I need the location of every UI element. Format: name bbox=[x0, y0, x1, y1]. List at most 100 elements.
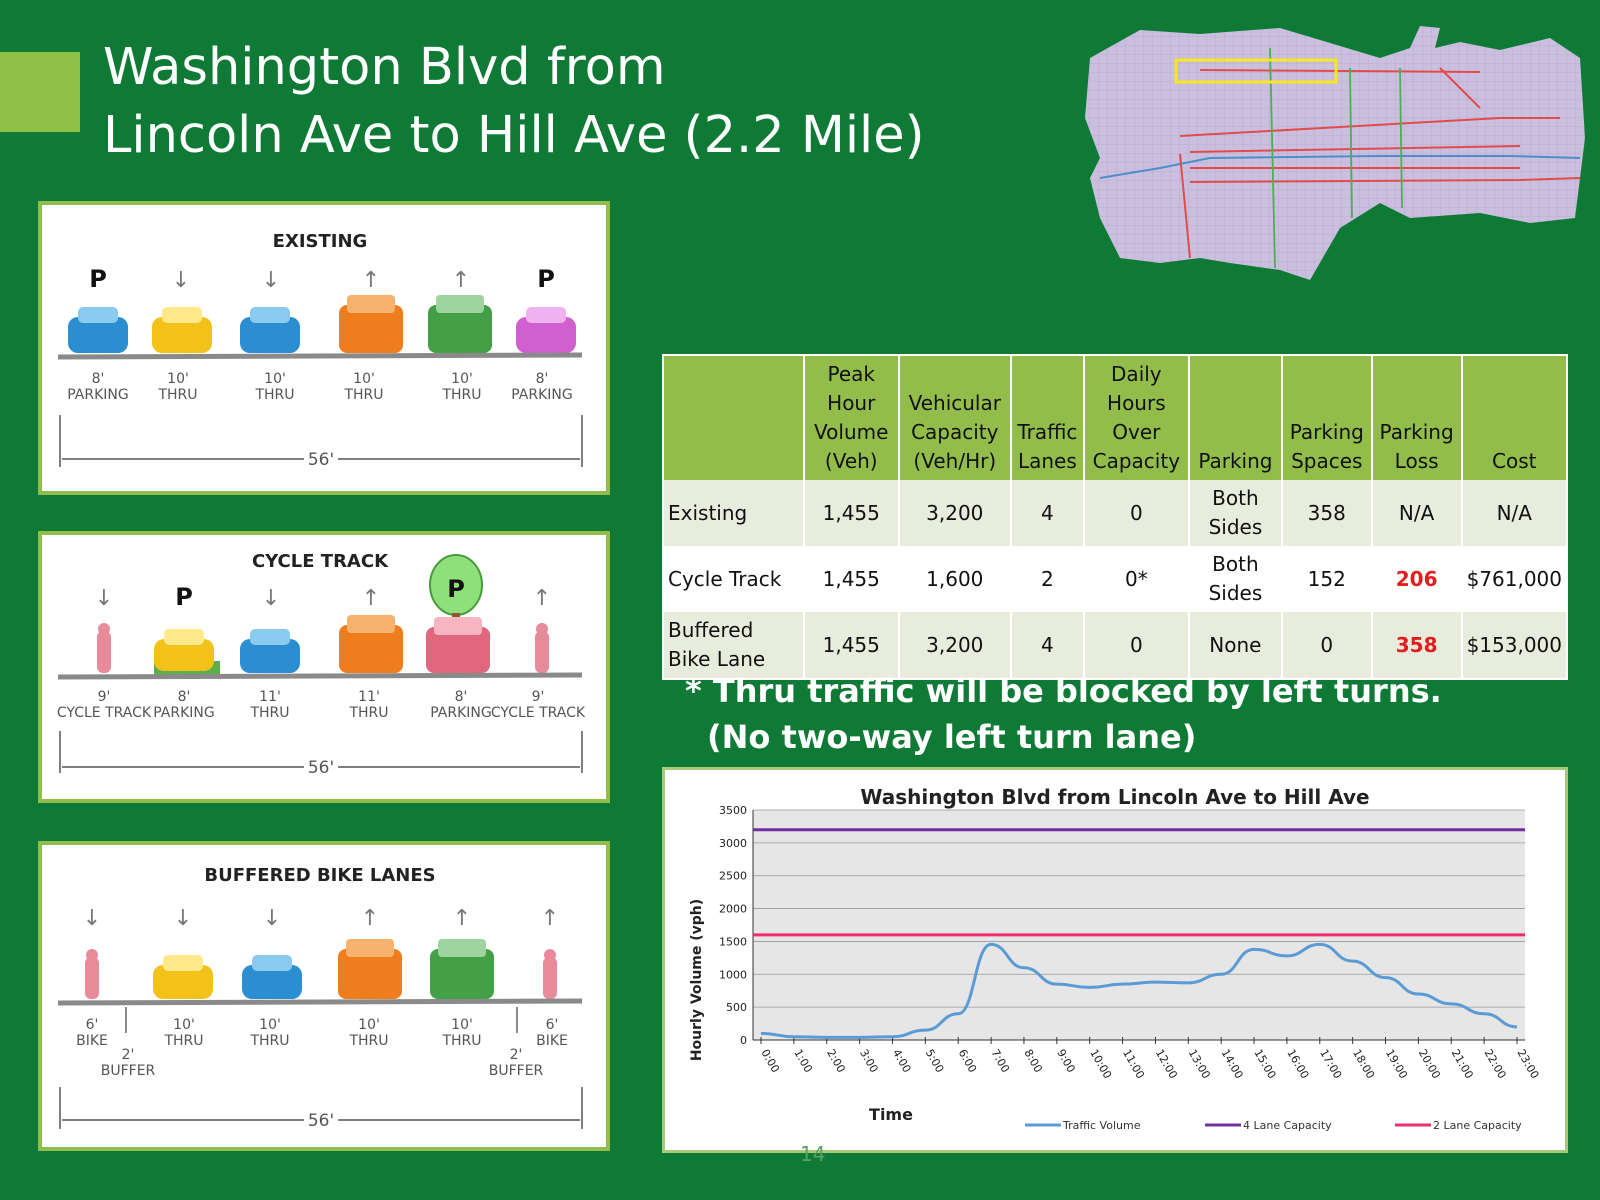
x-tick-label: 1:00 bbox=[791, 1047, 815, 1075]
buffer-type: BUFFER bbox=[489, 1063, 544, 1079]
x-tick-label: 23:00 bbox=[1514, 1047, 1541, 1081]
car-icon bbox=[153, 955, 213, 999]
lane-type: THRU bbox=[157, 387, 197, 403]
down-arrow-icon: ↓ bbox=[262, 268, 280, 293]
lane-type: CYCLE TRACK bbox=[491, 705, 586, 721]
parking-symbol: P bbox=[175, 583, 193, 611]
section-title: CYCLE TRACK bbox=[252, 551, 389, 572]
table-cell: 0 bbox=[1281, 612, 1373, 678]
table-cell: 358 bbox=[1281, 480, 1373, 546]
plot-area bbox=[753, 810, 1525, 1040]
table-cell: 152 bbox=[1281, 546, 1373, 612]
table-cell: N/A bbox=[1371, 480, 1463, 546]
up-arrow-icon: ↑ bbox=[452, 268, 470, 293]
y-tick-label: 3000 bbox=[719, 837, 747, 850]
width-dimension: 56' bbox=[59, 1087, 583, 1131]
legend: Traffic Volume 4 Lane Capacity 2 Lane Ca… bbox=[1025, 1119, 1522, 1132]
lane-width: 8' bbox=[536, 371, 549, 387]
table-cell: 4 bbox=[1011, 612, 1085, 678]
lane-width: 10' bbox=[264, 371, 286, 387]
column-header: Vehicular Capacity (Veh/Hr) bbox=[898, 356, 1013, 480]
lane-type: THRU bbox=[254, 387, 294, 403]
lane-type: PARKING bbox=[511, 387, 572, 403]
lane-width: 10' bbox=[451, 371, 473, 387]
x-tick-label: 5:00 bbox=[923, 1047, 947, 1075]
up-arrow-icon: ↑ bbox=[362, 586, 380, 611]
parking-loss-cell: 206 bbox=[1371, 546, 1463, 612]
cyclist-icon bbox=[543, 949, 557, 999]
table-cell: 4 bbox=[1011, 480, 1085, 546]
lane-width: 10' bbox=[173, 1017, 195, 1033]
car-icon bbox=[240, 629, 300, 673]
y-tick-label: 500 bbox=[726, 1001, 747, 1014]
table-cell: 3,200 bbox=[898, 480, 1013, 546]
x-tick-label: 16:00 bbox=[1284, 1047, 1311, 1081]
road-surface bbox=[57, 998, 583, 1006]
parking-loss-cell: 358 bbox=[1371, 612, 1463, 678]
section-existing: EXISTING P ↓ ↓ ↑ ↑ P 8' PARKING 10' THRU… bbox=[38, 201, 610, 495]
lane-type: THRU bbox=[441, 387, 481, 403]
title-line-1: Washington Blvd from bbox=[103, 38, 666, 97]
table-cell: Existing bbox=[664, 480, 805, 546]
table-cell: 1,455 bbox=[803, 480, 900, 546]
car-icon bbox=[516, 307, 576, 353]
car-icon bbox=[154, 629, 214, 671]
width-dimension: 56' bbox=[59, 731, 583, 778]
down-arrow-icon: ↓ bbox=[262, 586, 280, 611]
table-cell: 1,600 bbox=[898, 546, 1013, 612]
down-arrow-icon: ↓ bbox=[263, 906, 281, 931]
lane-type: CYCLE TRACK bbox=[57, 705, 152, 721]
table-cell: 2 bbox=[1011, 546, 1085, 612]
lane-width: 9' bbox=[532, 689, 545, 705]
column-header: Cost bbox=[1461, 356, 1566, 480]
lane-width: 10' bbox=[451, 1017, 473, 1033]
table-cell: Both Sides bbox=[1188, 546, 1283, 612]
footnote-line-1: * Thru traffic will be blocked by left t… bbox=[685, 672, 1442, 710]
x-tick-label: 11:00 bbox=[1120, 1047, 1147, 1081]
table-cell: Both Sides bbox=[1188, 480, 1283, 546]
section-cycle-track: CYCLE TRACK ↓ P ↓ ↑ P ↑ 9' CYCLE TRACK bbox=[38, 531, 610, 803]
column-header: Parking Spaces bbox=[1281, 356, 1373, 480]
suv-icon bbox=[339, 295, 403, 353]
lane-type: THRU bbox=[163, 1033, 203, 1049]
x-tick-label: 7:00 bbox=[988, 1047, 1012, 1075]
column-header bbox=[664, 356, 805, 480]
cyclist-icon bbox=[97, 623, 111, 673]
column-header: Traffic Lanes bbox=[1011, 356, 1085, 480]
x-tick-label: 15:00 bbox=[1251, 1047, 1278, 1081]
accent-square bbox=[0, 52, 80, 132]
legend-label: 2 Lane Capacity bbox=[1433, 1119, 1522, 1132]
down-arrow-icon: ↓ bbox=[83, 906, 101, 931]
y-tick-label: 0 bbox=[740, 1034, 747, 1047]
cyclist-icon bbox=[85, 949, 99, 999]
series-traffic-volume bbox=[760, 942, 1518, 1039]
table-cell: None bbox=[1188, 612, 1283, 678]
comparison-table: Peak Hour Volume (Veh) Vehicular Capacit… bbox=[662, 354, 1568, 680]
x-tick-label: 0:00 bbox=[758, 1047, 782, 1075]
column-header: Peak Hour Volume (Veh) bbox=[803, 356, 900, 480]
lane-width: 8' bbox=[178, 689, 191, 705]
total-width: 56' bbox=[308, 450, 334, 470]
lane-symbols: ↓ ↓ ↓ ↑ ↑ ↑ bbox=[83, 906, 559, 931]
lane-type: THRU bbox=[249, 1033, 289, 1049]
car-icon bbox=[68, 307, 128, 353]
page-number: 14 bbox=[800, 1142, 826, 1166]
column-header: Parking bbox=[1188, 356, 1283, 480]
lane-type: PARKING bbox=[67, 387, 128, 403]
parking-symbol: P bbox=[447, 575, 465, 603]
table-row: Buffered Bike Lane 1,455 3,200 4 0 None … bbox=[664, 612, 1566, 678]
car-icon bbox=[240, 307, 300, 353]
up-arrow-icon: ↑ bbox=[453, 906, 471, 931]
x-tick-label: 8:00 bbox=[1021, 1047, 1045, 1075]
table-cell: N/A bbox=[1461, 480, 1566, 546]
chart-svg: Washington Blvd from Lincoln Ave to Hill… bbox=[689, 785, 1542, 1132]
car-icon bbox=[242, 955, 302, 999]
title-line-2: Lincoln Ave to Hill Ave (2.2 Mile) bbox=[103, 106, 925, 165]
lane-width: 9' bbox=[98, 689, 111, 705]
table-cell: 1,455 bbox=[803, 612, 900, 678]
lane-symbols: P ↓ ↓ ↑ ↑ P bbox=[89, 265, 555, 293]
lane-type: THRU bbox=[348, 1033, 388, 1049]
table-cell: 1,455 bbox=[803, 546, 900, 612]
x-tick-label: 9:00 bbox=[1054, 1047, 1078, 1075]
x-tick-label: 3:00 bbox=[857, 1047, 881, 1075]
